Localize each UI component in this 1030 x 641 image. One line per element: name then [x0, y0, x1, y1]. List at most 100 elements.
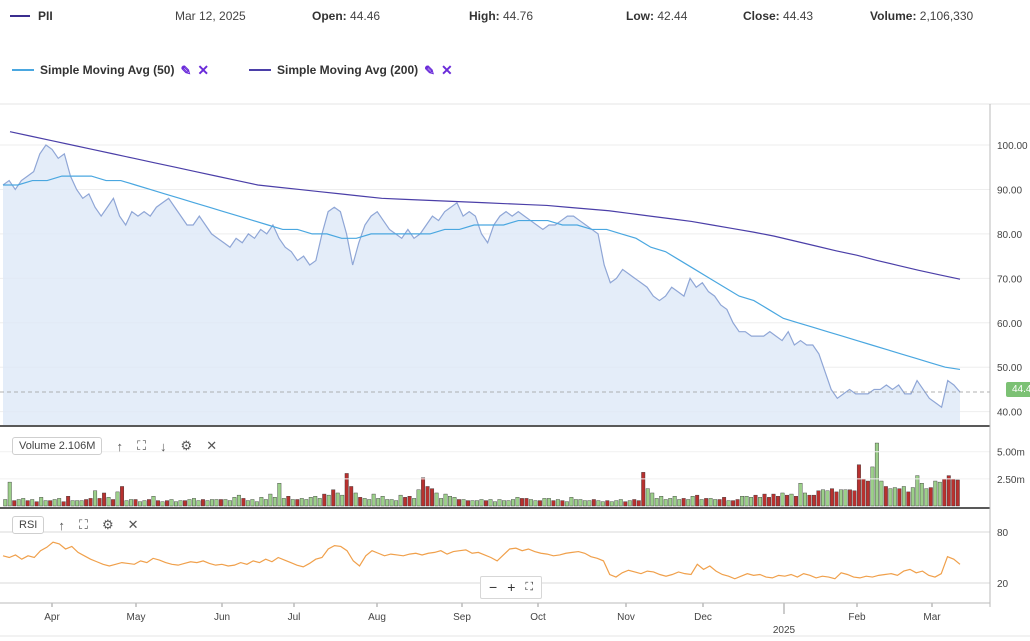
gear-icon[interactable]: ⚙	[101, 517, 114, 532]
volume-tick-label: 5.00m	[997, 448, 1025, 459]
volume-bar	[416, 489, 421, 507]
price-tick-label: 70.00	[997, 274, 1022, 285]
volume-bar	[717, 499, 722, 507]
plus-icon[interactable]: +	[507, 579, 516, 595]
volume-bar	[744, 496, 749, 507]
volume-bar	[749, 497, 754, 507]
volume-bar	[582, 500, 587, 507]
volume-bar	[578, 499, 583, 507]
volume-bar	[883, 486, 888, 507]
volume-bar	[111, 499, 116, 507]
volume-bar	[632, 499, 637, 507]
volume-bar	[659, 496, 664, 507]
volume-bar	[124, 500, 129, 507]
expand-icon[interactable]: ⛶	[136, 438, 147, 453]
volume-bar	[326, 494, 331, 507]
volume-bar	[165, 500, 169, 507]
legend-sma50: Simple Moving Avg (50) ✎ ✕	[12, 63, 209, 77]
volume-bar	[609, 501, 614, 507]
volume-bar	[645, 488, 650, 507]
volume-bar	[120, 486, 125, 507]
volume-bar	[731, 500, 736, 507]
volume-bar	[398, 494, 403, 507]
close-icon[interactable]: ✕	[441, 62, 453, 78]
volume-bar	[591, 499, 596, 507]
volume-bar	[196, 500, 201, 507]
sma200-label: Simple Moving Avg (200)	[277, 63, 419, 77]
volume-bar	[686, 499, 691, 507]
volume-bar	[254, 501, 259, 507]
volume-bar	[160, 501, 165, 507]
fit-icon[interactable]: ⛶	[525, 581, 534, 593]
pencil-icon[interactable]: ✎	[424, 62, 436, 78]
quote-date: Mar 12, 2025	[175, 9, 246, 23]
pencil-icon[interactable]: ✎	[180, 62, 192, 78]
volume-bar	[767, 497, 771, 507]
volume-bar	[704, 498, 709, 507]
time-tick-label: Jul	[288, 612, 301, 623]
volume-bar	[807, 494, 812, 507]
volume-bar	[362, 498, 367, 507]
volume-bar	[129, 499, 133, 507]
volume-bar	[259, 497, 264, 507]
volume-bar	[394, 500, 399, 507]
volume-bar	[852, 490, 857, 507]
rsi-panel-label: RSI	[12, 516, 45, 534]
time-axis: Apr May Jun Jul Aug Sep Oct Nov Dec Feb Mar 2025	[44, 603, 941, 636]
volume-bar	[672, 496, 677, 507]
volume-bar	[677, 499, 682, 507]
volume-bar	[21, 498, 26, 507]
volume-bar	[475, 500, 479, 507]
volume-bar	[147, 499, 151, 507]
volume-bar	[142, 500, 147, 507]
close-icon[interactable]: ✕	[206, 438, 218, 453]
volume-bar	[542, 498, 547, 507]
arrow-down-icon[interactable]: ↓	[160, 438, 167, 454]
close-icon[interactable]: ✕	[127, 517, 139, 532]
volume-bar	[803, 492, 807, 507]
volume-bar	[955, 479, 960, 507]
rsi-tick-label: 80	[997, 528, 1009, 539]
volume-bar	[232, 497, 237, 507]
volume-bar	[834, 491, 839, 507]
volume-bar	[434, 492, 439, 507]
arrow-up-icon[interactable]: ↑	[116, 438, 123, 454]
volume-bar	[385, 499, 390, 507]
time-tick-label: Apr	[44, 612, 60, 623]
volume-bar	[484, 500, 488, 507]
volume-bar	[506, 500, 511, 507]
gear-icon[interactable]: ⚙	[180, 438, 193, 453]
volume-bar	[627, 500, 632, 507]
volume-bar	[758, 497, 763, 507]
open-stat: Open: 44.46	[312, 9, 381, 23]
price-tick-label: 40.00	[997, 408, 1022, 419]
volume-bar	[174, 501, 178, 507]
volume-bar	[223, 499, 228, 507]
volume-bar	[295, 499, 300, 507]
price-area	[3, 145, 960, 425]
close-icon[interactable]: ✕	[197, 62, 210, 78]
volume-bar	[353, 492, 358, 507]
volume-stat: Volume: 2,106,330	[870, 9, 974, 23]
volume-bar	[412, 498, 417, 507]
arrow-up-icon[interactable]: ↑	[58, 517, 65, 533]
volume-bar	[650, 492, 655, 507]
volume-bar	[812, 494, 816, 507]
volume-bar	[888, 488, 893, 507]
volume-bar	[614, 500, 619, 507]
volume-bar	[227, 500, 232, 507]
volume-bar	[776, 496, 780, 507]
volume-bar	[304, 499, 309, 507]
volume-bar	[794, 496, 798, 507]
minus-icon[interactable]: −	[489, 579, 498, 595]
chart-frame	[0, 103, 1030, 637]
price-tick-label: 80.00	[997, 230, 1022, 241]
volume-panel-label: Volume 2.106M	[12, 437, 103, 455]
volume-bar	[596, 500, 601, 507]
zoom-controls: − + ⛶	[480, 576, 543, 599]
high-stat: High: 44.76	[469, 9, 534, 23]
volume-bar	[461, 499, 466, 507]
volume-bar	[448, 496, 452, 507]
expand-icon[interactable]: ⛶	[78, 517, 88, 532]
